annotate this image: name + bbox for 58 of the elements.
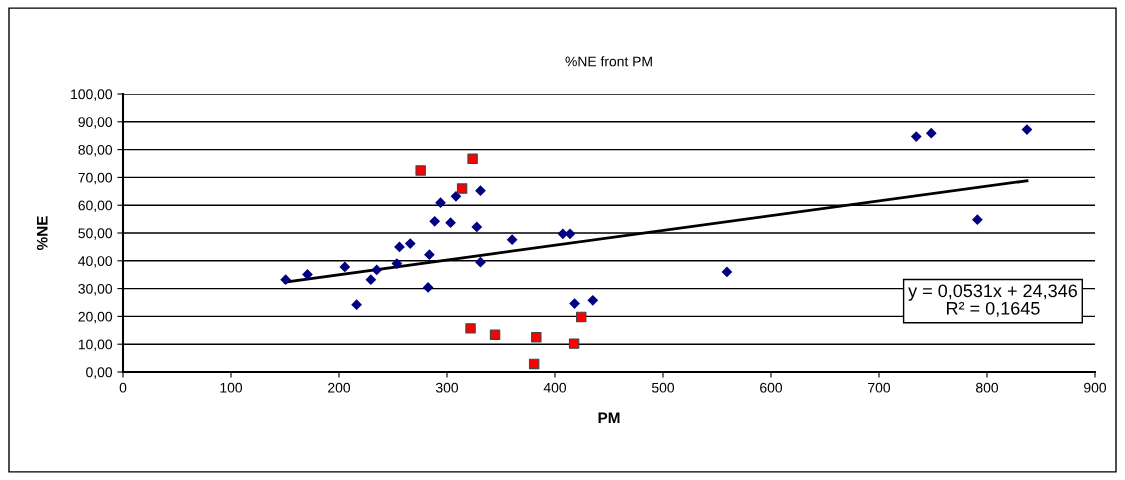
y-tick-label: 70,00 — [78, 172, 113, 185]
point — [424, 249, 435, 261]
point — [721, 266, 733, 278]
point — [445, 217, 456, 229]
x-tick-label: 400 — [543, 382, 567, 393]
point — [489, 329, 501, 340]
x-tick-label: 0 — [119, 382, 127, 393]
point — [531, 332, 542, 343]
y-axis-title: %NE — [36, 216, 48, 251]
point — [435, 197, 446, 209]
y-tick-label: 0,00 — [86, 367, 113, 379]
point — [456, 183, 468, 194]
y-tick-label: 20,00 — [78, 311, 113, 324]
y-tick-label: 30,00 — [78, 283, 113, 296]
y-tick-label: 90,00 — [78, 117, 113, 129]
x-tick-label: 900 — [1084, 382, 1107, 393]
point — [302, 269, 313, 280]
point — [371, 264, 383, 276]
y-tick-label: 80,00 — [78, 144, 113, 157]
point — [471, 221, 483, 233]
x-tick-label: 200 — [328, 382, 351, 393]
x-tick-label: 300 — [435, 382, 459, 393]
x-axis-title: PM — [598, 412, 620, 424]
point — [467, 153, 478, 164]
point — [365, 274, 377, 286]
point — [568, 338, 580, 349]
x-tick-label: 600 — [760, 382, 783, 393]
point — [404, 238, 416, 249]
point — [587, 294, 599, 306]
y-tick-label: 50,00 — [78, 228, 113, 240]
point — [415, 165, 426, 176]
point — [394, 241, 405, 253]
point — [465, 323, 476, 334]
point — [576, 311, 587, 323]
point — [351, 299, 362, 311]
point — [506, 234, 518, 246]
y-tick-label: 40,00 — [78, 256, 113, 268]
annotation: y = 0,0531x + 24,346 R² = 0,1645 — [908, 284, 1077, 317]
x-tick-label: 100 — [220, 382, 243, 393]
point — [569, 298, 580, 309]
point — [391, 258, 403, 269]
chart-title: %NE front PM — [565, 56, 652, 67]
x-tick-label: 700 — [868, 382, 891, 393]
point — [910, 131, 922, 142]
point — [528, 358, 540, 370]
point — [475, 256, 486, 268]
point — [450, 190, 462, 202]
point — [429, 215, 441, 227]
point — [972, 214, 983, 226]
point — [280, 274, 292, 286]
x-tick-label: 500 — [651, 382, 675, 393]
y-tick-label: 60,00 — [78, 200, 113, 213]
x-tick-label: 800 — [976, 382, 999, 393]
y-tick-label: 10,00 — [78, 339, 113, 352]
y-tick-label: 100,00 — [71, 89, 113, 101]
point — [339, 261, 351, 273]
point — [925, 127, 937, 139]
point — [475, 185, 486, 197]
